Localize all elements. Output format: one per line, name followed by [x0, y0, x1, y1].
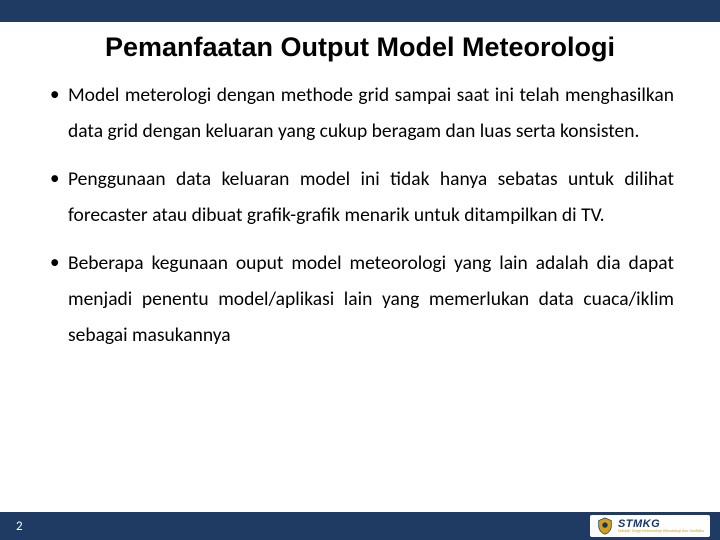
bottom-band: 2 STMKG Sekolah Tinggi Meteorologi Klima…	[0, 512, 720, 540]
slide-content: Model meterologi dengan methode grid sam…	[0, 77, 720, 353]
top-band	[0, 0, 720, 22]
page-number: 2	[16, 519, 23, 534]
bullet-item: Beberapa kegunaan ouput model meteorolog…	[46, 245, 674, 353]
logo: STMKG Sekolah Tinggi Meteorologi Klimato…	[590, 515, 710, 537]
bullet-item: Model meterologi dengan methode grid sam…	[46, 77, 674, 149]
slide-title: Pemanfaatan Output Model Meteorologi	[0, 22, 720, 77]
bullet-list: Model meterologi dengan methode grid sam…	[46, 77, 674, 353]
logo-name: STMKG	[618, 519, 704, 530]
bullet-item: Penggunaan data keluaran model ini tidak…	[46, 161, 674, 233]
logo-text: STMKG Sekolah Tinggi Meteorologi Klimato…	[618, 519, 704, 534]
crest-icon	[596, 517, 614, 535]
logo-subtitle: Sekolah Tinggi Meteorologi Klimatologi d…	[618, 530, 704, 534]
